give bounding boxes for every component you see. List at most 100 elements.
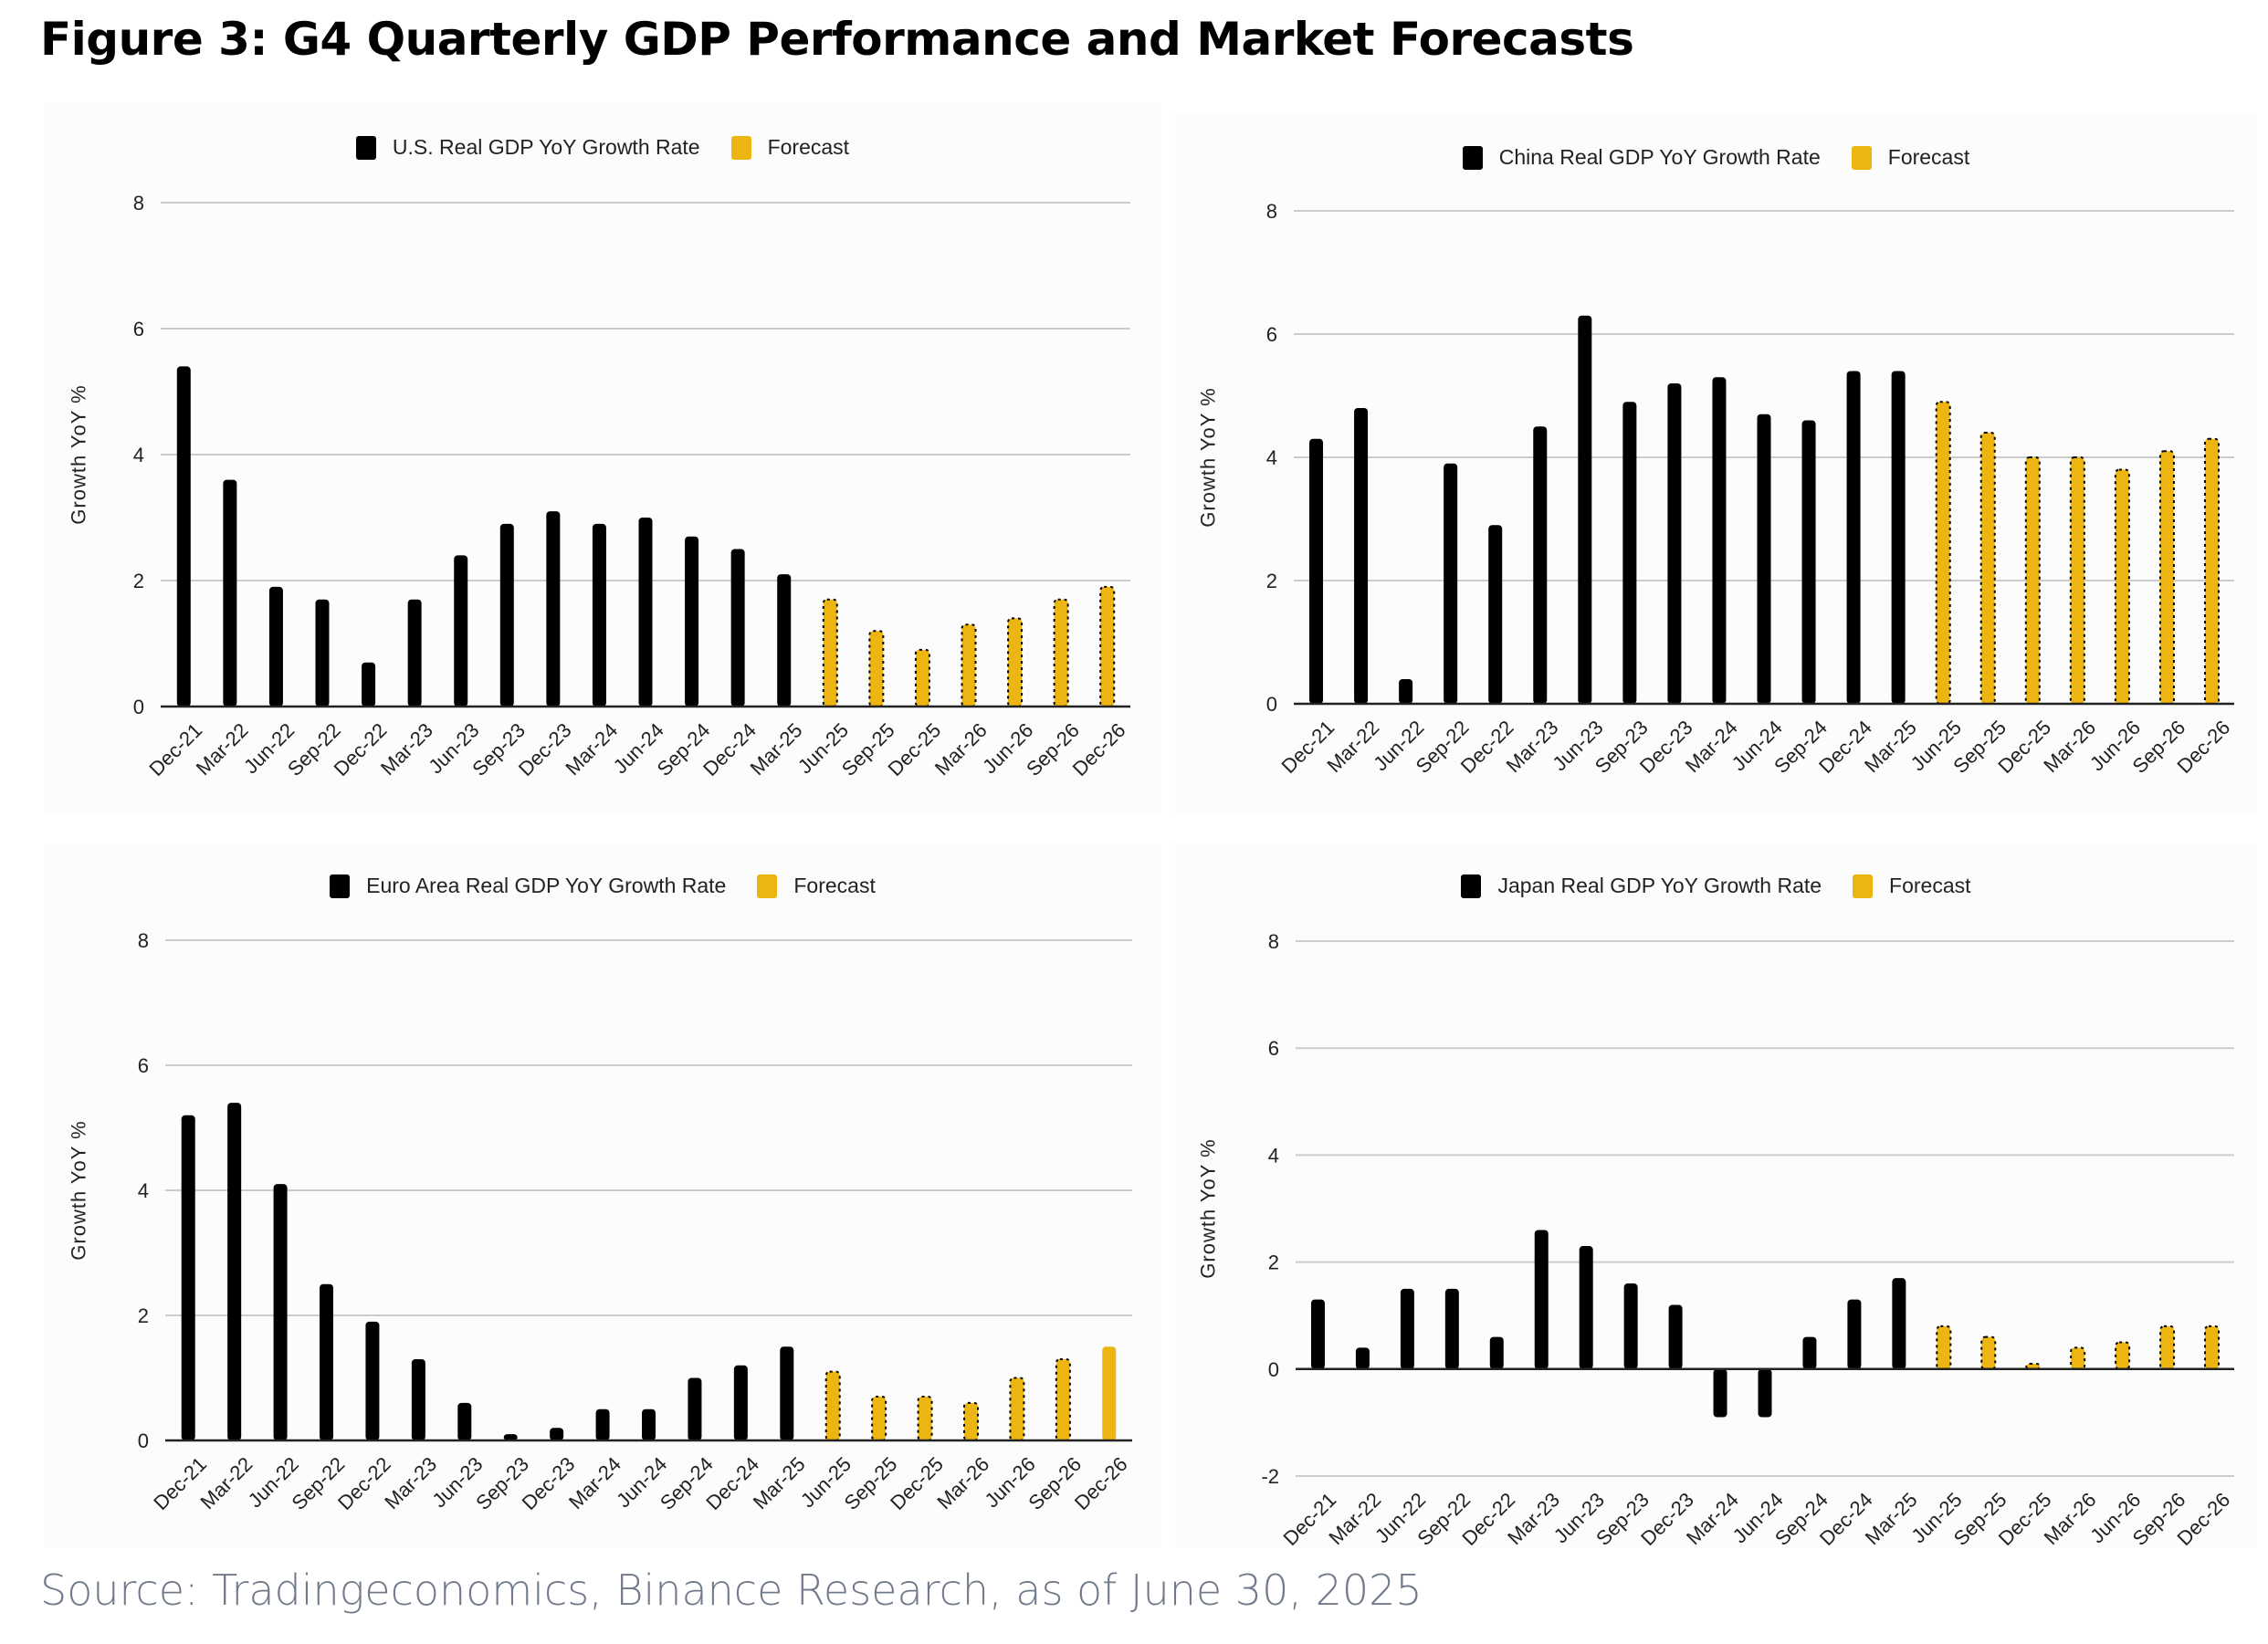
forecast-bar (914, 648, 930, 708)
forecast-bar (963, 1401, 979, 1442)
actual-bar (1802, 1336, 1817, 1369)
y-tick-label: 4 (133, 444, 144, 466)
actual-bar (1757, 414, 1771, 704)
actual-bar (546, 511, 561, 707)
x-tick-label: Dec-24 (701, 1452, 763, 1514)
legend-label: Forecast (1889, 874, 1971, 897)
x-tick-label: Mar-25 (749, 1452, 810, 1513)
x-tick-label: Mar-24 (564, 1452, 625, 1513)
actual-bar (1488, 525, 1503, 704)
forecast-bar (1936, 1325, 1952, 1370)
chart-svg: -202468Dec-21Mar-22Jun-22Sep-22Dec-22Mar… (1261, 930, 2234, 1550)
x-tick-label: Mar-25 (746, 718, 807, 780)
forecast-bar (2115, 1341, 2131, 1370)
legend-swatch (1851, 145, 1872, 170)
actual-bar (1310, 1299, 1325, 1369)
actual-bar (688, 1377, 702, 1440)
chart-svg: 02468Dec-21Mar-22Jun-22Sep-22Dec-22Mar-2… (1266, 200, 2235, 778)
legend-swatch (757, 874, 778, 898)
forecast-bar (1980, 1335, 1997, 1370)
actual-bar (1622, 402, 1637, 704)
chart-legend: U.S. Real GDP YoY Growth Rate Forecast (44, 135, 1161, 160)
x-tick-label: Mar-23 (376, 718, 437, 780)
actual-bar (780, 1346, 794, 1440)
forecast-bar (1055, 1357, 1071, 1442)
legend-label: China Real GDP YoY Growth Rate (1498, 145, 1821, 169)
actual-bar (315, 599, 330, 707)
chart-panel-us: U.S. Real GDP YoY Growth Rate Forecast Gro… (44, 102, 1161, 814)
y-tick-label: 8 (133, 192, 144, 215)
x-tick-label: Dec-26 (1070, 1452, 1132, 1514)
x-tick-label: Dec-22 (330, 718, 392, 780)
legend-label: Forecast (1887, 145, 1970, 169)
legend-item-actual: U.S. Real GDP YoY Growth Rate (355, 135, 700, 160)
forecast-bar (871, 1396, 887, 1441)
legend-swatch (1461, 874, 1482, 898)
actual-bar (1668, 1304, 1683, 1369)
actual-bar (1623, 1283, 1638, 1369)
forecast-bar (1009, 1377, 1025, 1441)
forecast-bar (1007, 617, 1024, 708)
chart-legend: Japan Real GDP YoY Growth Rate Forecast (1175, 874, 2257, 898)
actual-bar (1578, 315, 1592, 704)
actual-bar (223, 479, 237, 707)
legend-swatch (730, 135, 751, 160)
y-tick-label: 6 (133, 318, 144, 340)
y-tick-label: 6 (1268, 1037, 1279, 1060)
source-note: Source: Tradingeconomics, Binance Resear… (40, 1565, 1423, 1615)
legend-item-forecast: Forecast (730, 135, 850, 160)
actual-bar (1579, 1246, 1593, 1369)
forecast-bar (917, 1396, 933, 1441)
y-tick-label: 8 (1266, 200, 1277, 223)
chart-legend: China Real GDP YoY Growth Rate Forecast (1175, 145, 2257, 170)
actual-bar (685, 536, 699, 707)
y-tick-label: 8 (1268, 930, 1279, 953)
chart-legend: Euro Area Real GDP YoY Growth Rate Foreca… (44, 874, 1161, 898)
forecast-bar (868, 630, 885, 708)
legend-label: Euro Area Real GDP YoY Growth Rate (366, 874, 727, 897)
x-tick-label: Dec-21 (149, 1452, 211, 1514)
legend-item-actual: China Real GDP YoY Growth Rate (1462, 145, 1821, 170)
actual-bar (273, 1184, 288, 1440)
y-tick-label: 2 (1266, 570, 1277, 592)
legend-swatch (1462, 145, 1483, 170)
actual-bar (457, 1402, 472, 1440)
actual-bar (320, 1283, 333, 1440)
legend-swatch (1853, 874, 1874, 898)
legend-item-forecast: Forecast (1853, 874, 1971, 898)
forecast-bar (1102, 1346, 1117, 1440)
actual-bar (777, 574, 792, 707)
x-tick-label: Dec-24 (698, 718, 761, 780)
forecast-bar (1053, 598, 1069, 708)
y-tick-label: 2 (133, 570, 144, 592)
actual-bar (268, 586, 283, 707)
legend-label: Forecast (793, 874, 876, 897)
actual-bar (1846, 371, 1861, 704)
y-tick-label: 2 (1268, 1251, 1279, 1274)
y-tick-label: 0 (1266, 693, 1277, 716)
chart-svg: 02468Dec-21Mar-22Jun-22Sep-22Dec-22Mar-2… (138, 929, 1132, 1514)
y-tick-label: 6 (1266, 323, 1277, 346)
actual-bar (592, 523, 606, 707)
actual-bar (1892, 1278, 1906, 1369)
actual-bar (362, 662, 376, 707)
forecast-bar (2159, 1325, 2176, 1370)
y-tick-label: -2 (1261, 1465, 1279, 1488)
forecast-bar (2070, 1346, 2086, 1370)
legend-label: Japan Real GDP YoY Growth Rate (1497, 874, 1822, 897)
forecast-bar (2069, 456, 2085, 705)
y-tick-label: 6 (138, 1054, 149, 1077)
y-tick-label: 8 (138, 929, 149, 952)
actual-bar (1399, 679, 1413, 704)
legend-label: Forecast (767, 135, 850, 159)
actual-bar (733, 1365, 748, 1440)
actual-bar (595, 1408, 610, 1440)
actual-bar (499, 523, 514, 707)
actual-bar (1534, 1230, 1549, 1369)
actual-bar (1758, 1368, 1772, 1418)
actual-bar (1712, 377, 1727, 704)
chart-svg: 02468Dec-21Mar-22Jun-22Sep-22Dec-22Mar-2… (133, 192, 1130, 780)
actual-bar (365, 1321, 380, 1440)
x-tick-label: Mar-26 (932, 1452, 993, 1513)
forecast-bar (2204, 1325, 2221, 1370)
